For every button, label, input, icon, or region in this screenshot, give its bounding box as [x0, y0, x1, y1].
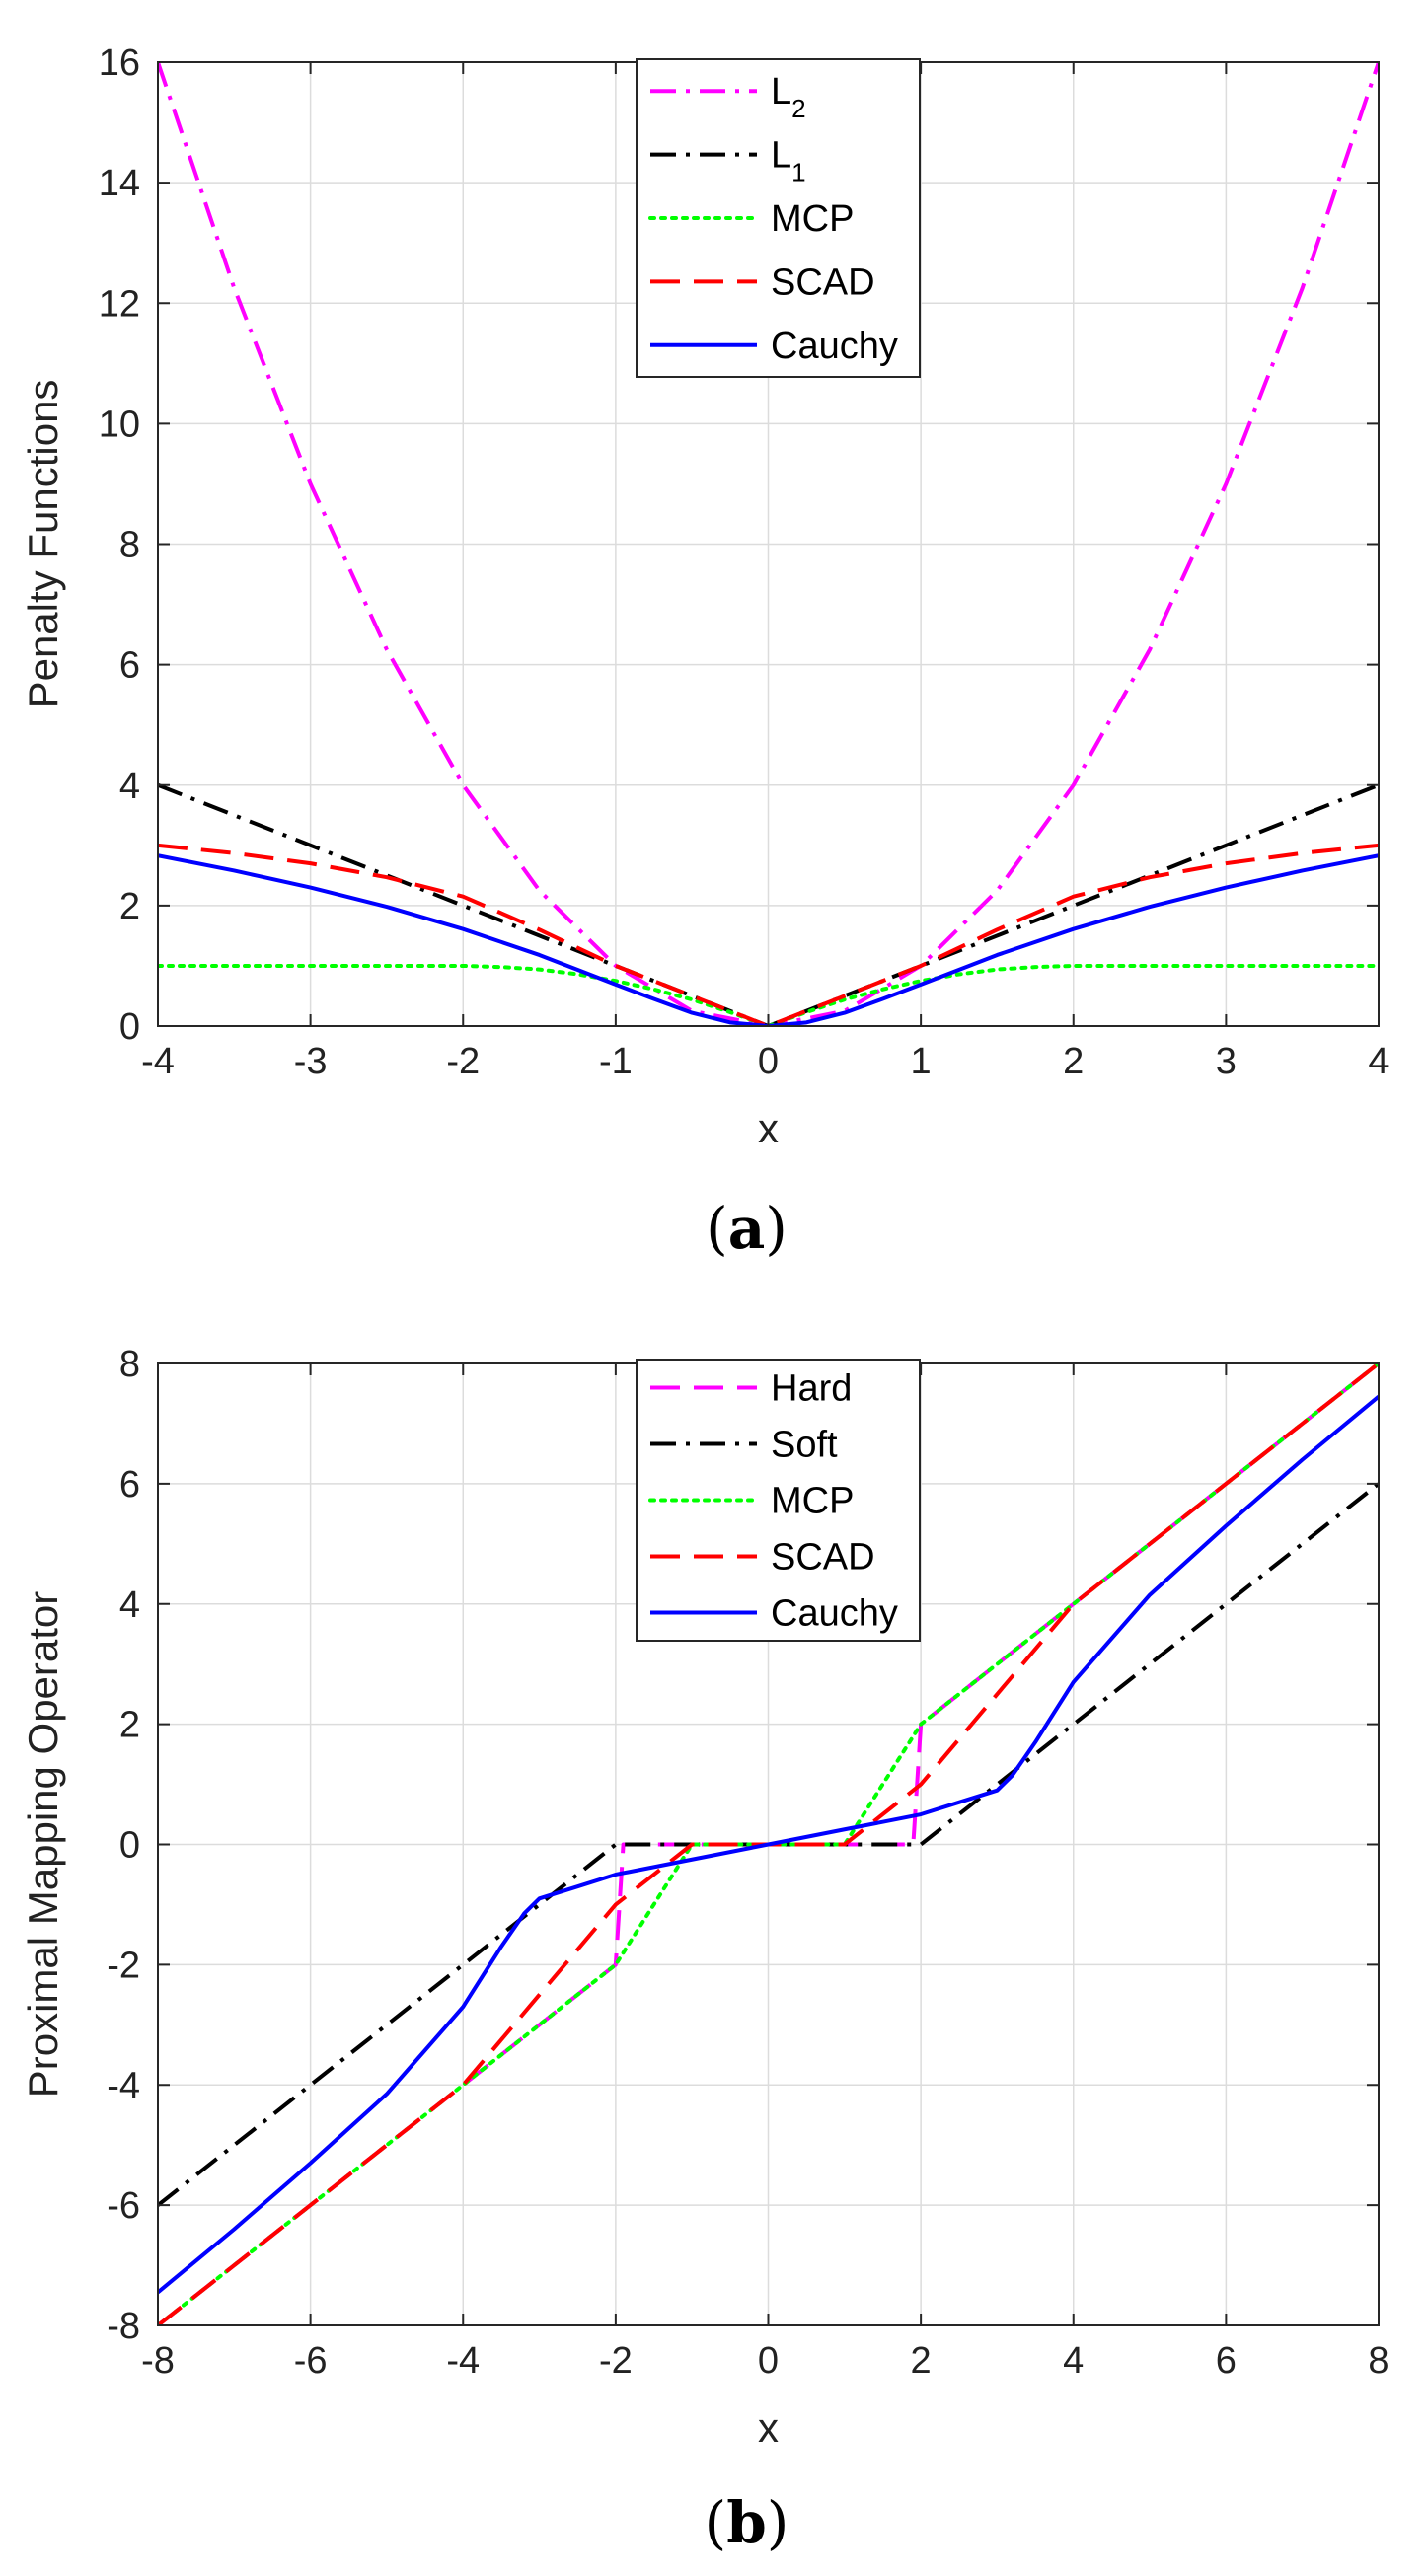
- series-group: [158, 1363, 1379, 2325]
- legend: Hard Soft MCP SCAD Cauchy: [636, 1359, 921, 1642]
- x-tick-label: 1: [911, 1041, 932, 1082]
- y-axis-label: Penalty Functions: [20, 380, 66, 709]
- y-tick-label: -2: [107, 1945, 140, 1986]
- x-tick-label: -6: [294, 2340, 328, 2382]
- x-tick-label: -2: [446, 1041, 480, 1082]
- series-line-cauchy: [158, 853, 1379, 1026]
- y-tick-label: 8: [119, 1344, 140, 1385]
- y-tick-label: 6: [119, 645, 140, 687]
- series-line-cauchy: [158, 1394, 1379, 2295]
- x-tick-label: -8: [141, 2340, 175, 2382]
- x-tick-label: 2: [911, 2340, 932, 2382]
- y-tick-label: 14: [99, 163, 140, 204]
- y-axis-label: Proximal Mapping Operator: [20, 1591, 66, 2098]
- panel-caption: (a): [706, 1195, 788, 1262]
- y-tick-label: 16: [99, 42, 140, 84]
- panel-caption: (b): [705, 2489, 789, 2556]
- legend-label-mcp: MCP: [771, 198, 854, 240]
- y-tick-label: 0: [119, 1006, 140, 1048]
- x-tick-label: 4: [1368, 1041, 1389, 1082]
- legend-label-soft: Soft: [771, 1425, 838, 1466]
- x-axis-label: x: [758, 2404, 779, 2451]
- x-tick-label: 3: [1216, 1041, 1237, 1082]
- x-tick-label: -4: [446, 2340, 480, 2382]
- y-tick-label: 2: [119, 1705, 140, 1746]
- x-tick-label: 0: [758, 2340, 779, 2382]
- x-axis-label: x: [758, 1105, 779, 1151]
- y-tick-label: 0: [119, 1825, 140, 1867]
- legend-label-cauchy: Cauchy: [771, 326, 898, 367]
- y-tick-label: 2: [119, 886, 140, 927]
- legend-label-subscript: 1: [791, 158, 805, 187]
- y-tick-label: 8: [119, 525, 140, 566]
- x-tick-label: 4: [1063, 2340, 1084, 2382]
- x-tick-label: 6: [1216, 2340, 1237, 2382]
- x-tick-label: 2: [1063, 1041, 1084, 1082]
- legend-label-mcp: MCP: [771, 1481, 854, 1522]
- y-tick-label: -6: [107, 2185, 140, 2227]
- x-tick-label: -2: [599, 2340, 633, 2382]
- y-tick-label: -4: [107, 2065, 140, 2106]
- x-tick-label: 0: [758, 1041, 779, 1082]
- y-tick-label: 4: [119, 1584, 140, 1626]
- legend-label-cauchy: Cauchy: [771, 1593, 898, 1635]
- series-line-mcp: [158, 963, 1379, 1026]
- series-line-l1: [158, 782, 1379, 1026]
- y-tick-label: 12: [99, 283, 140, 325]
- x-tick-label: -3: [294, 1041, 328, 1082]
- legend-label-subscript: 2: [791, 94, 805, 123]
- legend-label-hard: Hard: [771, 1368, 852, 1410]
- chart-panel-b: -8 -6 -4 -2 0 2 4 6 8 -8 -6 -4 -2 0 2 4 6 8 x Proximal Mapp…: [20, 1344, 1389, 2556]
- x-tick-label: -1: [599, 1041, 633, 1082]
- x-tick-label: -4: [141, 1041, 175, 1082]
- x-tick-label: 8: [1368, 2340, 1389, 2382]
- legend-label-scad: SCAD: [771, 1537, 875, 1579]
- y-tick-label: 4: [119, 766, 140, 807]
- y-tick-label: -8: [107, 2306, 140, 2347]
- y-tick-label: 6: [119, 1464, 140, 1506]
- legend-label-scad: SCAD: [771, 261, 875, 303]
- y-tick-label: 10: [99, 404, 140, 445]
- series-group: [158, 62, 1379, 1026]
